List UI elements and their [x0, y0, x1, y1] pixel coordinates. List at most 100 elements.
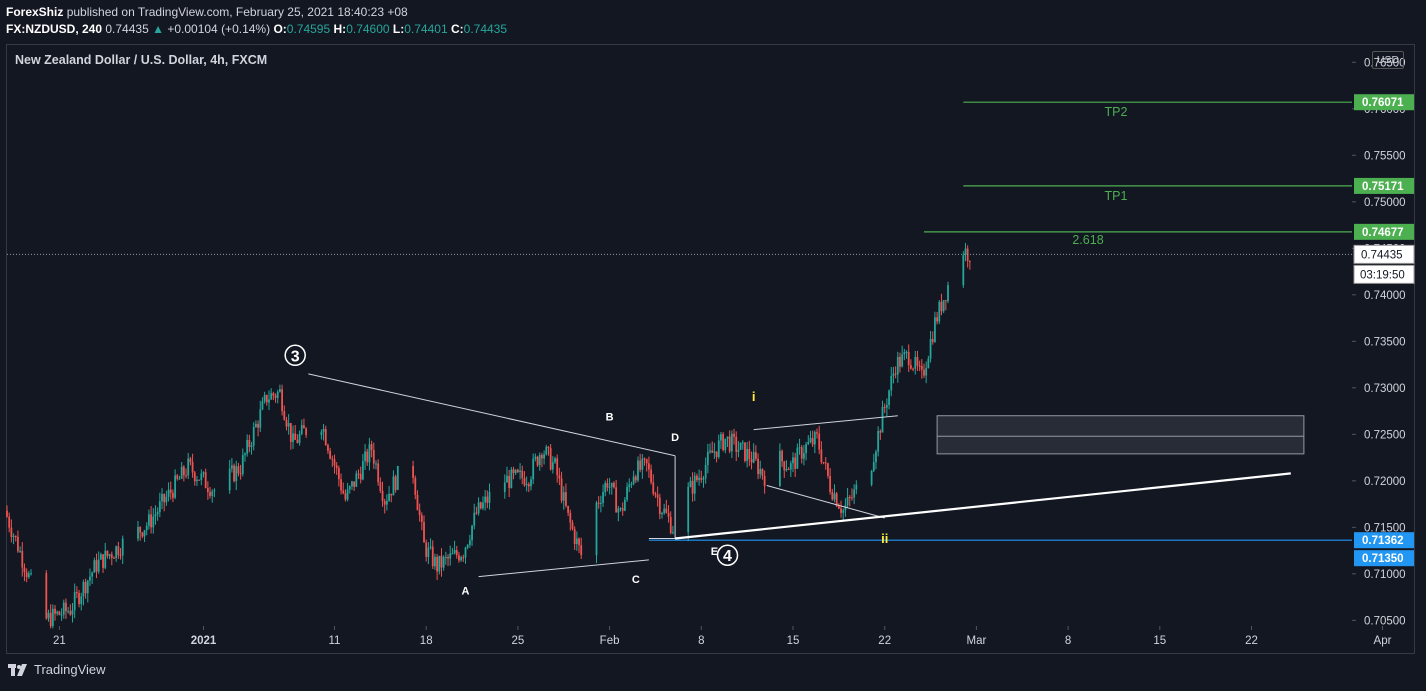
candle-body — [595, 502, 598, 556]
candle-body — [161, 494, 163, 502]
low-value: 0.74401 — [404, 22, 448, 36]
y-tick-label: 0.74000 — [1364, 290, 1406, 302]
candle-body — [54, 608, 56, 614]
currency-button[interactable]: USD — [1372, 51, 1404, 69]
candle-body — [556, 458, 559, 476]
candle-body — [558, 475, 561, 479]
candle-body — [237, 466, 240, 474]
candle-body — [200, 473, 203, 481]
candle-body — [787, 469, 790, 471]
price-tag-label: 0.71362 — [1362, 535, 1404, 547]
candle-body — [10, 527, 13, 537]
candle-body — [449, 553, 452, 559]
candle-body — [796, 447, 799, 469]
candle-body — [696, 475, 698, 481]
candle-body — [241, 455, 244, 474]
candle-body — [628, 484, 631, 488]
candle-body — [95, 560, 98, 572]
candle-body — [722, 434, 725, 451]
candle-body — [394, 476, 397, 490]
x-tick-label: Apr — [1374, 635, 1392, 647]
candle-body — [202, 472, 205, 474]
candle-body — [888, 390, 890, 405]
candle-body — [414, 477, 417, 495]
candle-body — [187, 458, 190, 476]
candle-body — [663, 508, 666, 514]
candle-body — [455, 549, 458, 556]
author-name[interactable]: ForexShiz — [6, 5, 64, 19]
candle-body — [324, 429, 327, 446]
y-tick-label: 0.71500 — [1364, 522, 1406, 534]
candle-body — [289, 423, 292, 442]
candle-body — [737, 449, 740, 452]
candle-body — [390, 493, 393, 496]
candle-body — [654, 493, 657, 495]
candle-body — [89, 576, 91, 581]
candle-body — [148, 514, 150, 526]
candle-body — [475, 512, 478, 514]
candle-body — [938, 301, 941, 322]
candle-body — [848, 497, 851, 499]
candle-body — [573, 529, 576, 545]
candle-body — [730, 433, 733, 452]
candle-body — [117, 546, 120, 556]
candle-body — [340, 479, 342, 491]
candle-body — [21, 550, 24, 568]
y-tick-label: 0.70500 — [1364, 615, 1406, 627]
candle-body — [8, 516, 11, 528]
candle-body — [383, 501, 386, 505]
x-tick-label: 18 — [420, 635, 433, 647]
candle-body — [47, 612, 50, 619]
candle-body — [473, 512, 476, 526]
candle-body — [235, 466, 238, 482]
candle-body — [883, 406, 886, 408]
candle-body — [337, 468, 340, 480]
candle-body — [667, 512, 670, 517]
candle-body — [211, 491, 214, 496]
candle-body — [733, 433, 735, 437]
candle-body — [580, 545, 583, 556]
y-tick-label: 0.75500 — [1364, 150, 1406, 162]
candle-body — [892, 373, 895, 377]
candle-body — [923, 369, 925, 376]
candle-body — [355, 473, 358, 487]
candle-body — [608, 486, 611, 488]
candles-group — [6, 242, 971, 629]
candle-body — [462, 557, 465, 559]
candle-body — [656, 494, 659, 498]
candle-body — [645, 459, 648, 464]
candle-body — [523, 477, 526, 486]
candle-body — [364, 451, 366, 462]
candle-body — [527, 484, 530, 487]
candle-body — [621, 508, 624, 511]
candle-body — [648, 463, 650, 470]
candle-body — [65, 602, 67, 612]
candle-body — [335, 465, 338, 469]
candle-body — [759, 468, 762, 475]
candle-body — [322, 429, 325, 432]
candle-body — [912, 368, 914, 370]
supply-zone — [936, 415, 1305, 455]
candle-body — [532, 458, 535, 480]
candle-body — [831, 492, 834, 500]
candle-body — [964, 248, 967, 256]
candle-body — [143, 530, 146, 537]
triangle-lower-line — [478, 559, 649, 578]
candle-body — [137, 526, 139, 539]
candle-body — [158, 501, 161, 513]
candle-body — [139, 526, 142, 533]
candle-body — [735, 436, 738, 452]
candle-body — [62, 602, 65, 615]
candle-body — [368, 444, 371, 463]
candle-body — [444, 556, 447, 558]
candle-body — [907, 351, 910, 366]
candle-body — [824, 462, 827, 464]
candle-body — [665, 508, 668, 513]
x-tick-label: 11 — [329, 635, 341, 647]
candle-body — [23, 567, 26, 573]
candle-body — [468, 540, 471, 545]
footer-brand[interactable]: TradingView — [34, 662, 106, 677]
candle-body — [327, 445, 329, 451]
candle-body — [541, 455, 543, 459]
